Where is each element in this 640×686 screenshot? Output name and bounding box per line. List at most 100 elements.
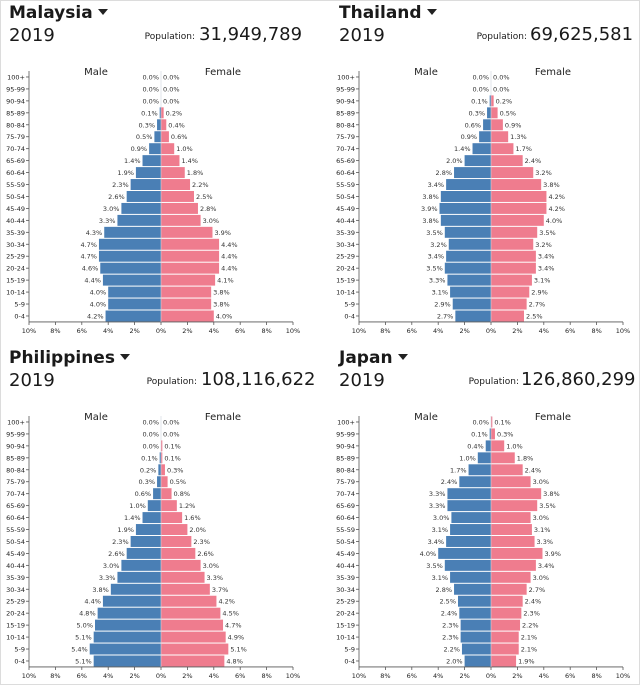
x-tick-label: 2% <box>512 672 522 680</box>
age-label-100+: 100+ <box>337 418 355 426</box>
x-tick-label: 10% <box>352 327 366 335</box>
country-name: Malaysia <box>9 3 93 23</box>
country-name: Philippines <box>9 348 115 368</box>
male-value-label: 1.4% <box>124 157 141 165</box>
male-value-label: 2.6% <box>108 193 125 201</box>
male-value-label: 2.5% <box>439 598 456 606</box>
age-label-65-69: 65-69 <box>336 502 355 510</box>
male-bar-70-74 <box>149 143 161 155</box>
age-label-45-49: 45-49 <box>336 550 355 558</box>
male-bar-50-54 <box>126 191 161 202</box>
age-label-10-14: 10-14 <box>6 289 25 297</box>
female-value-label: 1.3% <box>510 133 527 141</box>
male-bar-80-84 <box>468 464 491 476</box>
male-value-label: 0.0% <box>472 73 489 81</box>
female-value-label: 4.2% <box>548 205 565 213</box>
age-label-50-54: 50-54 <box>6 193 25 201</box>
age-label-5-9: 5-9 <box>14 301 25 309</box>
male-value-label: 3.5% <box>426 562 443 570</box>
dropdown-caret-icon[interactable] <box>97 9 108 15</box>
country-selector-philippines[interactable]: Philippines <box>9 348 130 368</box>
age-label-80-84: 80-84 <box>6 121 25 129</box>
female-value-label: 0.3% <box>167 466 184 474</box>
male-value-label: 4.0% <box>90 289 107 297</box>
male-value-label: 3.0% <box>433 514 450 522</box>
male-value-label: 2.4% <box>441 478 458 486</box>
x-tick-label: 10% <box>22 672 36 680</box>
female-value-label: 0.2% <box>496 97 513 105</box>
female-bar-25-29 <box>161 595 217 607</box>
male-bar-30-34 <box>454 583 491 595</box>
female-bar-85-89 <box>491 107 498 119</box>
female-value-label: 2.7% <box>529 301 546 309</box>
female-bar-5-9 <box>161 643 229 655</box>
female-bar-90-94 <box>491 440 505 452</box>
age-label-20-24: 20-24 <box>336 610 355 618</box>
male-bar-25-29 <box>446 250 491 262</box>
male-bar-35-39 <box>450 571 491 583</box>
male-bar-85-89 <box>487 107 491 119</box>
dropdown-caret-icon[interactable] <box>397 354 408 360</box>
male-bar-0-4 <box>464 655 491 667</box>
age-label-55-59: 55-59 <box>6 526 25 534</box>
female-bar-25-29 <box>161 250 220 262</box>
female-value-label: 2.0% <box>189 526 206 534</box>
age-label-20-24: 20-24 <box>336 265 355 273</box>
female-bar-70-74 <box>491 143 514 155</box>
country-selector-malaysia[interactable]: Malaysia <box>9 3 108 23</box>
female-value-label: 3.3% <box>207 574 224 582</box>
x-tick-label: 4% <box>433 327 443 335</box>
female-value-label: 3.2% <box>535 169 552 177</box>
male-bar-10-14 <box>460 631 491 643</box>
female-value-label: 2.4% <box>525 466 542 474</box>
male-value-label: 2.9% <box>434 301 451 309</box>
dropdown-caret-icon[interactable] <box>119 354 130 360</box>
x-tick-label: 10% <box>352 672 366 680</box>
female-value-label: 3.1% <box>534 526 551 534</box>
male-bar-0-4 <box>455 310 491 322</box>
female-bar-0-4 <box>491 310 524 322</box>
male-bar-45-49 <box>438 547 491 559</box>
female-value-label: 4.5% <box>222 610 239 618</box>
female-bar-75-79 <box>161 131 169 143</box>
population-value: 126,860,299 <box>521 369 636 390</box>
female-bar-20-24 <box>491 262 536 274</box>
age-label-5-9: 5-9 <box>344 301 355 309</box>
female-bar-70-74 <box>491 488 542 500</box>
male-bar-30-34 <box>98 238 161 250</box>
country-selector-japan[interactable]: Japan <box>339 348 408 368</box>
x-tick-label: 6% <box>77 327 87 335</box>
male-value-label: 1.4% <box>124 514 141 522</box>
male-bar-20-24 <box>444 262 491 274</box>
male-bar-10-14 <box>108 286 161 298</box>
female-bar-75-79 <box>161 476 168 488</box>
country-selector-thailand[interactable]: Thailand <box>339 3 437 23</box>
male-bar-75-79 <box>157 476 161 488</box>
female-bar-80-84 <box>161 464 165 476</box>
male-value-label: 5.4% <box>71 646 88 654</box>
x-tick-label: 0% <box>486 327 496 335</box>
male-value-label: 5.1% <box>75 657 92 665</box>
male-value-label: 3.1% <box>432 526 449 534</box>
female-value-label: 2.4% <box>525 157 542 165</box>
female-bar-30-34 <box>491 583 527 595</box>
female-bar-40-44 <box>161 559 201 571</box>
female-value-label: 1.9% <box>518 657 535 665</box>
female-bar-15-19 <box>491 274 532 286</box>
male-value-label: 0.2% <box>140 466 157 474</box>
female-value-label: 3.0% <box>533 514 550 522</box>
male-value-label: 2.8% <box>436 586 453 594</box>
dropdown-caret-icon[interactable] <box>426 9 437 15</box>
male-value-label: 0.1% <box>471 97 488 105</box>
female-value-label: 0.9% <box>505 121 522 129</box>
female-bar-10-14 <box>161 631 226 643</box>
male-bar-5-9 <box>461 643 491 655</box>
female-value-label: 1.0% <box>176 145 193 153</box>
male-value-label: 3.4% <box>428 538 445 546</box>
male-bar-0-4 <box>105 310 161 322</box>
female-bar-40-44 <box>491 559 536 571</box>
male-value-label: 1.0% <box>459 454 476 462</box>
female-label: Female <box>535 412 571 423</box>
x-tick-label: 8% <box>50 327 60 335</box>
age-label-75-79: 75-79 <box>336 478 355 486</box>
